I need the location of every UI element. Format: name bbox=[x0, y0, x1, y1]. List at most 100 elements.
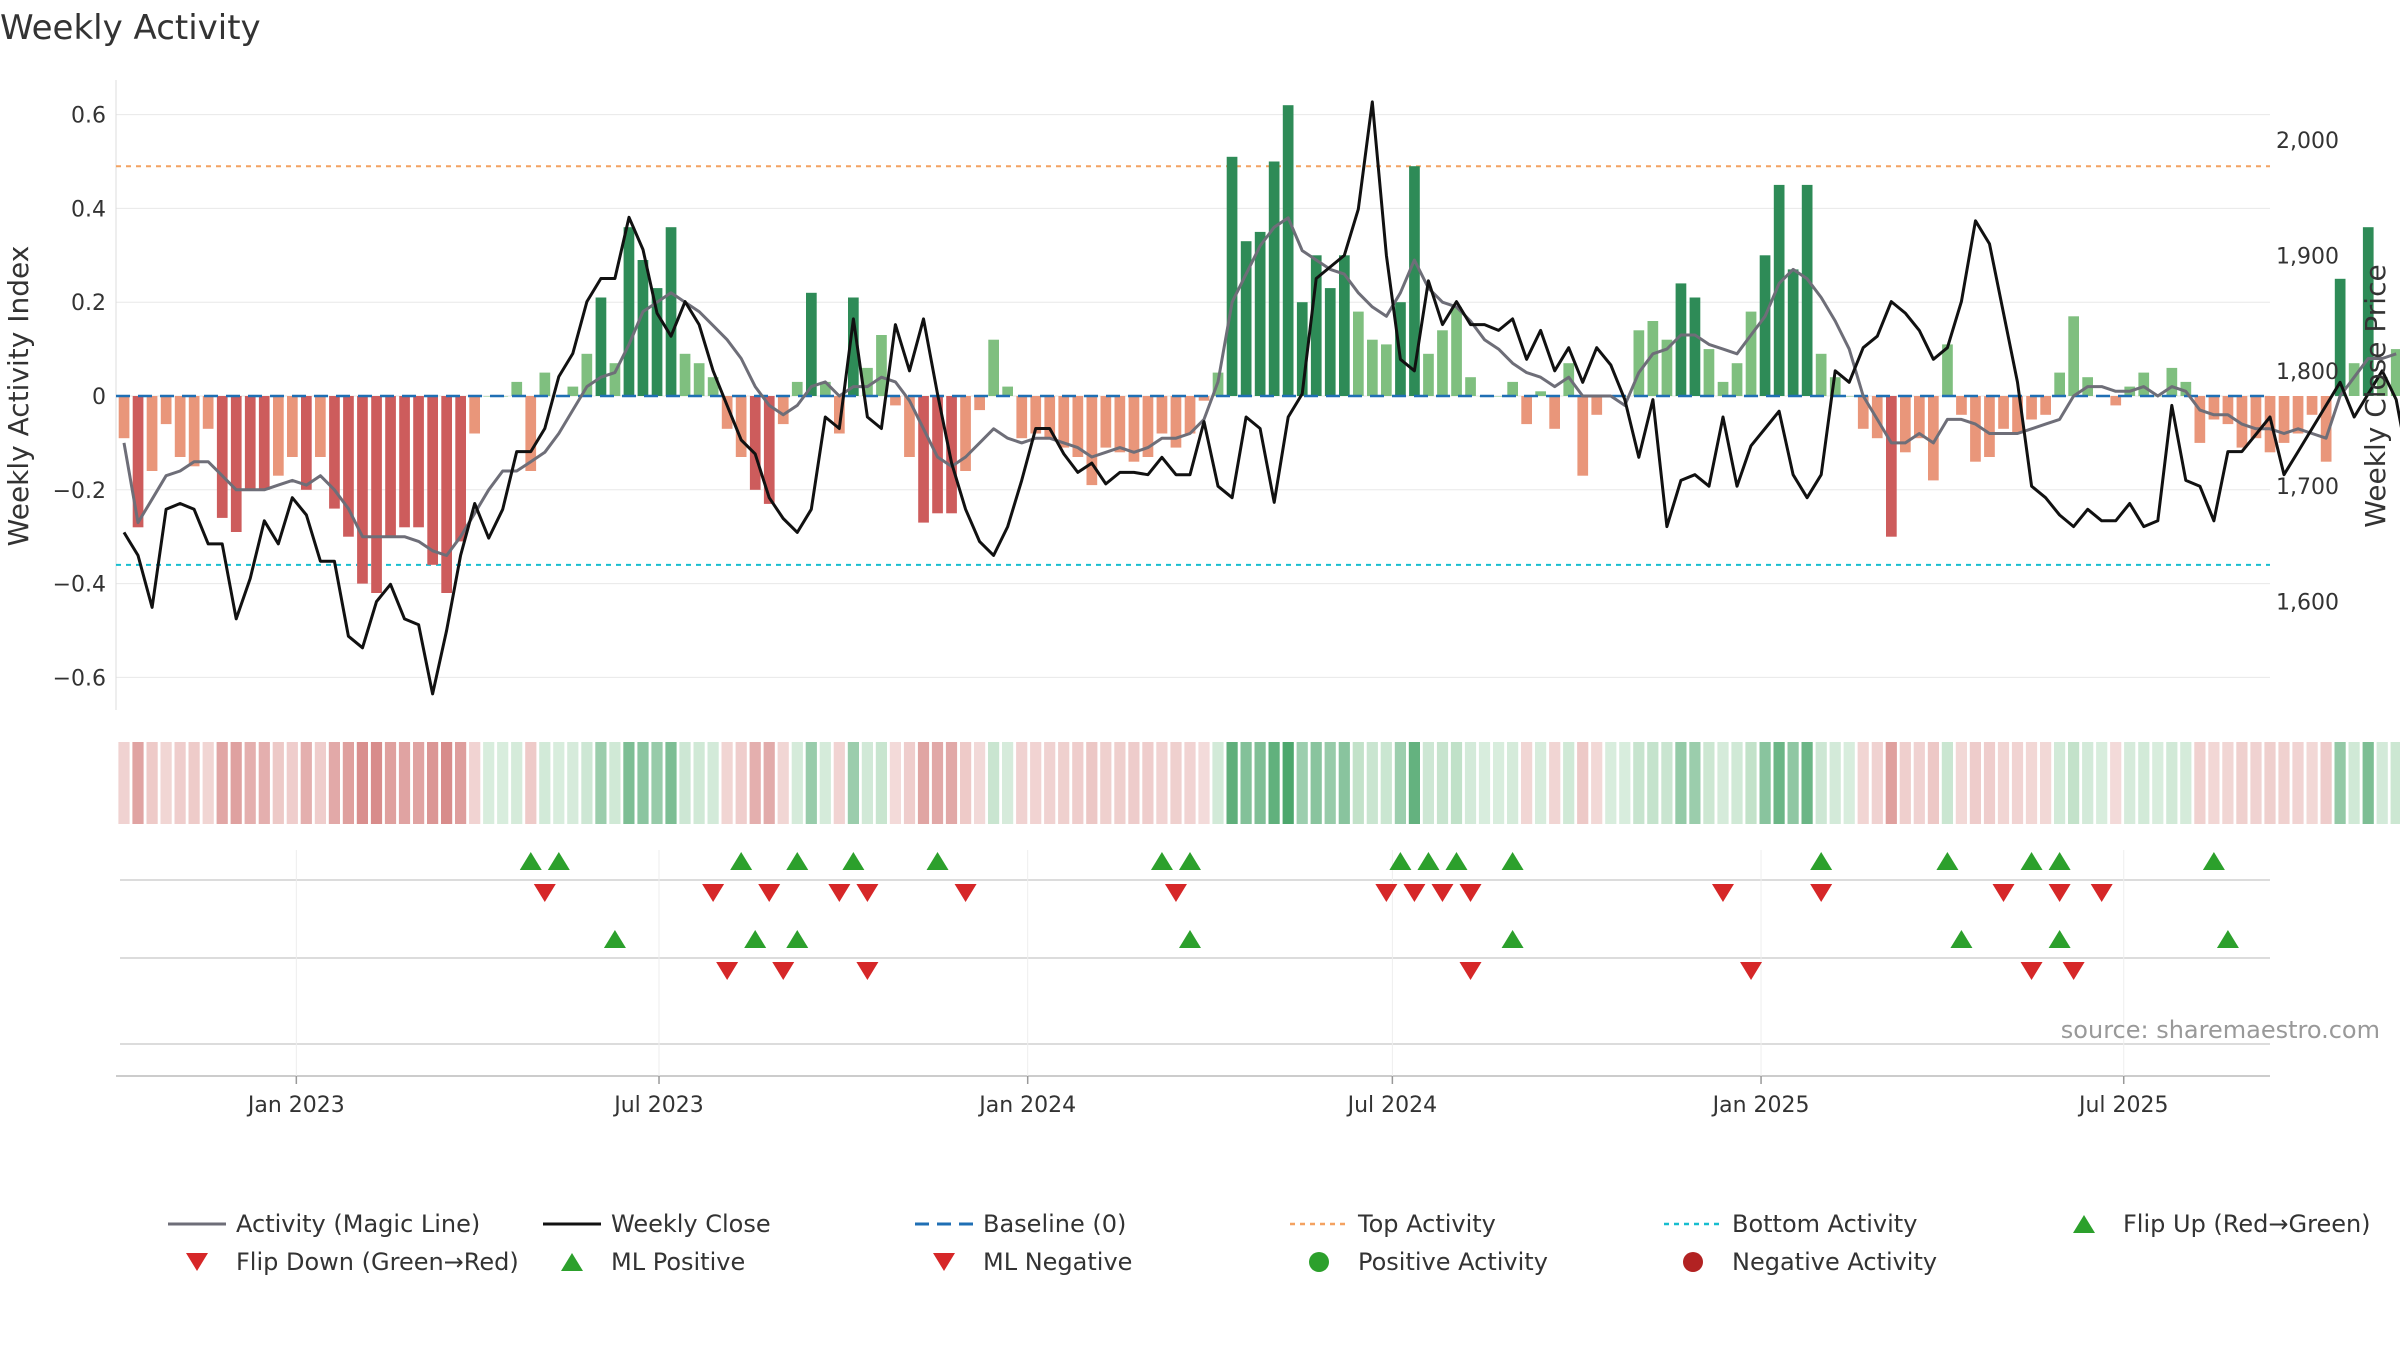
heat-cell bbox=[1563, 742, 1575, 824]
activity-bar bbox=[371, 396, 382, 593]
activity-bar bbox=[1928, 396, 1939, 481]
flip-down-marker bbox=[533, 884, 556, 902]
flip-down-marker bbox=[2090, 884, 2113, 902]
activity-bars bbox=[118, 105, 2400, 593]
activity-bar bbox=[1002, 386, 1013, 396]
flip-down-marker bbox=[2048, 884, 2071, 902]
ml-negative-marker bbox=[2020, 962, 2043, 980]
heat-cell bbox=[2348, 742, 2360, 824]
heat-cell bbox=[1212, 742, 1224, 824]
heat-cell bbox=[118, 742, 130, 824]
flip-down-marker bbox=[758, 884, 781, 902]
heat-cell bbox=[1114, 742, 1126, 824]
heat-cell bbox=[1100, 742, 1112, 824]
ml-positive-marker bbox=[1178, 930, 1201, 948]
activity-bar bbox=[806, 292, 817, 396]
activity-bar bbox=[315, 396, 326, 457]
heat-cell bbox=[1857, 742, 1869, 824]
flip-up-marker bbox=[730, 852, 753, 870]
activity-bar bbox=[2110, 396, 2122, 406]
activity-bar bbox=[623, 227, 635, 396]
heat-cell bbox=[427, 742, 439, 824]
activity-bar bbox=[1998, 396, 2009, 429]
legend: Activity (Magic Line) Weekly Close Baselin… bbox=[168, 1210, 2371, 1276]
activity-bar bbox=[1296, 302, 1308, 396]
legend-item: Flip Up (Red→Green) bbox=[2073, 1210, 2371, 1238]
activity-bar bbox=[413, 396, 424, 528]
activity-bar bbox=[1900, 396, 1911, 453]
heat-cell bbox=[2264, 742, 2276, 824]
activity-bar bbox=[721, 396, 733, 429]
heat-cell bbox=[2025, 742, 2038, 824]
ml-negative-marker bbox=[1459, 962, 1482, 980]
heat-cell bbox=[1464, 742, 1477, 824]
activity-bar bbox=[2208, 396, 2220, 420]
ml-positive-marker bbox=[2048, 930, 2071, 948]
heat-cell bbox=[1198, 742, 1210, 824]
flip-up-marker bbox=[1810, 852, 1833, 870]
activity-bar bbox=[749, 396, 761, 490]
y2-tick-label: 1,800 bbox=[2276, 360, 2339, 385]
activity-bar bbox=[1128, 396, 1140, 462]
heat-cell bbox=[2124, 742, 2136, 824]
activity-bar bbox=[2236, 396, 2248, 448]
heat-cell bbox=[244, 742, 256, 824]
activity-bar bbox=[441, 396, 452, 593]
flip-up-marker bbox=[519, 852, 542, 870]
heat-cell bbox=[1801, 742, 1813, 824]
activity-bar bbox=[1647, 321, 1659, 396]
legend-label: Flip Up (Red→Green) bbox=[2123, 1210, 2371, 1238]
x-tick-label: Jul 2024 bbox=[1346, 1093, 1438, 1118]
heat-cell bbox=[1955, 742, 1967, 824]
activity-bar bbox=[1184, 396, 1196, 434]
heat-cell bbox=[763, 742, 775, 824]
heat-cell bbox=[2250, 742, 2262, 824]
heat-cell bbox=[413, 742, 425, 824]
heat-cell bbox=[1044, 742, 1056, 824]
heat-cell bbox=[1156, 742, 1168, 824]
activity-bar bbox=[1703, 349, 1715, 396]
activity-bar bbox=[188, 396, 200, 467]
activity-bar bbox=[511, 381, 523, 396]
y2-axis-label: Weekly Close Price bbox=[2359, 264, 2392, 527]
activity-bar bbox=[665, 227, 677, 396]
heat-cell bbox=[497, 742, 509, 824]
activity-bar bbox=[1367, 339, 1378, 396]
legend-swatch-triangle-down bbox=[933, 1253, 955, 1271]
heat-cell bbox=[1493, 742, 1505, 824]
heat-cell bbox=[2292, 742, 2304, 824]
heat-cell bbox=[1605, 742, 1617, 824]
heat-cell bbox=[1408, 742, 1420, 824]
ml-positive-marker bbox=[1501, 930, 1524, 948]
heat-cell bbox=[1577, 742, 1589, 824]
ml-negative-marker bbox=[856, 962, 879, 980]
heat-cell bbox=[469, 742, 481, 824]
activity-bar bbox=[1268, 161, 1280, 396]
heat-cell bbox=[2180, 742, 2192, 824]
flip-up-marker bbox=[547, 852, 570, 870]
legend-swatch-circle bbox=[1683, 1252, 1703, 1272]
activity-bar bbox=[1282, 105, 1294, 396]
legend-swatch-triangle-up bbox=[561, 1253, 583, 1271]
x-tick-label: Jul 2025 bbox=[2077, 1093, 2169, 1118]
heat-cell bbox=[1478, 742, 1491, 824]
legend-swatch-circle bbox=[1309, 1252, 1329, 1272]
activity-bar bbox=[1535, 391, 1546, 396]
heat-cell bbox=[833, 742, 845, 824]
heat-cell bbox=[539, 742, 551, 824]
heat-cell bbox=[749, 742, 761, 824]
heat-cell bbox=[1661, 742, 1673, 824]
y2-tick-label: 1,600 bbox=[2276, 591, 2339, 616]
flip-up-marker bbox=[1389, 852, 1412, 870]
heat-cell bbox=[1142, 742, 1154, 824]
activity-bar bbox=[385, 396, 396, 537]
activity-bar bbox=[834, 396, 845, 434]
legend-item: Negative Activity bbox=[1683, 1248, 1937, 1276]
heat-cell bbox=[791, 742, 803, 824]
y-tick-label: −0.2 bbox=[53, 479, 106, 504]
source-note: source: sharemaestro.com bbox=[2061, 1016, 2380, 1044]
activity-bar bbox=[118, 396, 130, 439]
ml-negative-marker bbox=[772, 962, 795, 980]
heat-cell bbox=[2390, 742, 2400, 824]
heat-cell bbox=[777, 742, 789, 824]
